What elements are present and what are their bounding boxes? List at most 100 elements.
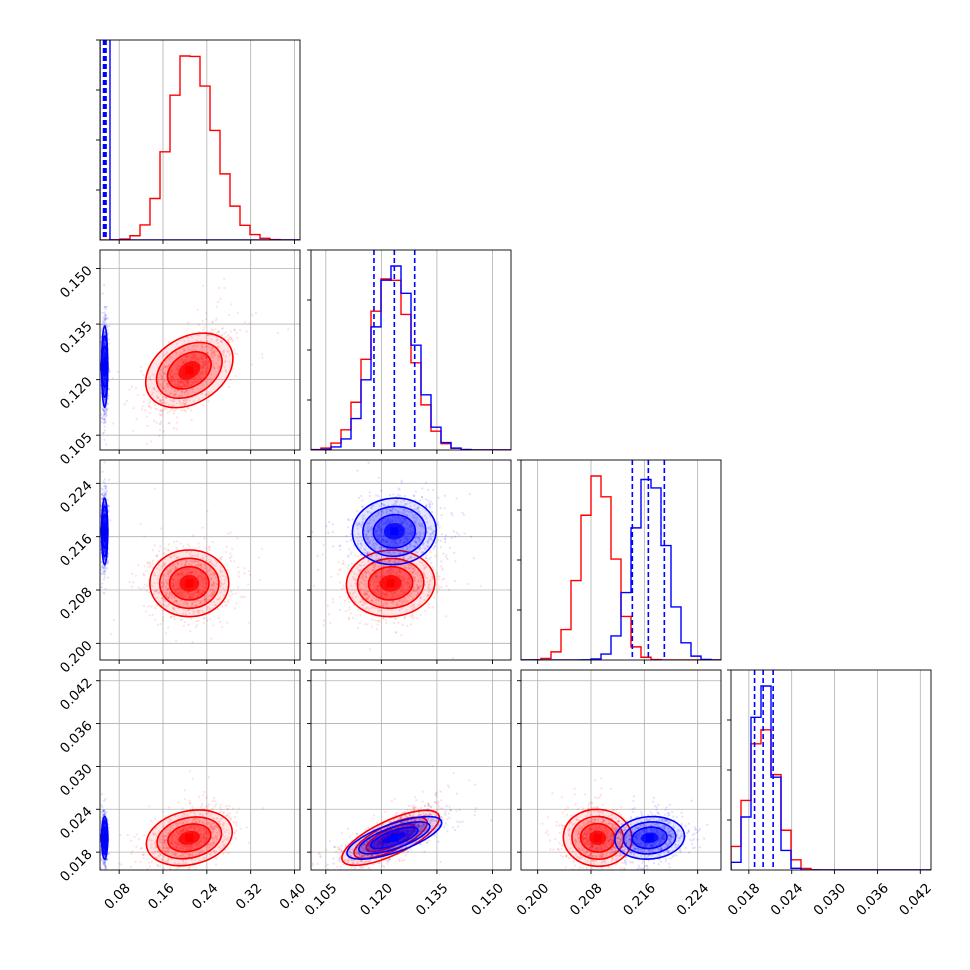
sample-point xyxy=(147,605,151,608)
sample-point xyxy=(97,336,99,338)
sample-point xyxy=(189,388,192,392)
sample-point xyxy=(212,351,215,354)
sample-point xyxy=(192,345,195,348)
sample-point xyxy=(212,594,215,597)
sample-point xyxy=(152,373,155,376)
sample-point xyxy=(178,588,181,591)
sample-point xyxy=(186,572,189,575)
sample-point xyxy=(200,392,203,395)
sample-point xyxy=(188,545,191,548)
sample-point xyxy=(179,381,182,385)
sample-point xyxy=(197,542,200,545)
sample-point xyxy=(181,573,184,576)
sample-point xyxy=(181,391,184,394)
sample-point xyxy=(173,608,176,611)
sample-point xyxy=(104,323,107,326)
sample-point xyxy=(189,593,192,596)
sample-point xyxy=(173,554,176,557)
sample-point xyxy=(103,377,106,380)
sample-point xyxy=(182,361,185,364)
sample-point xyxy=(193,354,196,357)
sample-point xyxy=(100,327,103,330)
sample-point xyxy=(181,408,184,411)
sample-point xyxy=(155,590,158,593)
sample-point xyxy=(167,603,170,606)
sample-point xyxy=(159,410,162,413)
sample-point xyxy=(359,614,362,617)
sample-point xyxy=(152,593,155,596)
sample-point xyxy=(182,347,185,350)
sample-point xyxy=(228,335,231,339)
sample-point xyxy=(161,384,164,387)
sample-point xyxy=(175,600,178,603)
sample-point xyxy=(177,573,180,576)
sample-point xyxy=(164,605,167,608)
sample-point xyxy=(216,561,219,564)
sample-point xyxy=(151,559,155,562)
sample-point xyxy=(176,592,180,595)
sample-point xyxy=(199,387,202,390)
sample-point xyxy=(102,352,106,355)
sample-point xyxy=(172,584,175,587)
sample-point xyxy=(205,312,208,315)
sample-point xyxy=(186,380,189,384)
sample-point xyxy=(104,417,107,420)
sample-point xyxy=(171,378,175,381)
sample-point xyxy=(181,360,185,363)
sample-point xyxy=(313,584,316,587)
sample-point xyxy=(204,356,208,359)
sample-point xyxy=(358,569,362,572)
sample-point xyxy=(166,605,169,608)
sample-point xyxy=(159,568,162,572)
sample-point xyxy=(102,351,106,354)
sample-point xyxy=(103,322,106,325)
sample-point xyxy=(204,582,207,585)
sample-point xyxy=(102,409,106,412)
sample-point xyxy=(103,340,107,343)
sample-point xyxy=(342,562,345,565)
sample-point xyxy=(140,408,143,411)
sample-point xyxy=(167,626,170,629)
sample-point xyxy=(247,583,250,586)
scatter-panel xyxy=(307,459,512,664)
sample-point xyxy=(104,376,107,379)
sample-point xyxy=(101,417,104,420)
sample-point xyxy=(203,598,206,601)
sample-point xyxy=(103,352,106,355)
sample-point xyxy=(103,353,106,356)
sample-point xyxy=(187,382,191,385)
sample-point xyxy=(162,430,165,433)
sample-point xyxy=(103,592,106,595)
sample-point xyxy=(219,568,222,572)
sample-point xyxy=(196,576,199,579)
sample-point xyxy=(223,582,226,585)
sample-point xyxy=(210,348,213,351)
sample-point xyxy=(172,426,176,430)
sample-point xyxy=(260,353,264,356)
sample-point xyxy=(180,381,184,384)
sample-point xyxy=(102,518,106,522)
sample-point xyxy=(206,333,209,337)
sample-point xyxy=(212,366,215,369)
sample-point xyxy=(174,566,177,569)
sample-point xyxy=(184,612,187,615)
sample-point xyxy=(204,577,207,580)
sample-point xyxy=(210,591,214,595)
sample-point xyxy=(212,328,215,332)
sample-point xyxy=(161,395,164,398)
sample-point xyxy=(105,318,108,321)
sample-point xyxy=(196,308,199,311)
sample-point xyxy=(153,581,156,585)
sample-point xyxy=(189,572,193,575)
sample-point xyxy=(212,584,215,587)
sample-point xyxy=(344,591,347,594)
sample-point xyxy=(173,540,176,543)
sample-point xyxy=(175,566,178,569)
sample-point xyxy=(221,350,224,353)
sample-point xyxy=(103,354,106,357)
sample-point xyxy=(192,357,195,360)
sample-point xyxy=(202,617,206,620)
sample-point xyxy=(432,488,435,492)
sample-point xyxy=(183,384,186,388)
sample-point xyxy=(105,408,108,412)
